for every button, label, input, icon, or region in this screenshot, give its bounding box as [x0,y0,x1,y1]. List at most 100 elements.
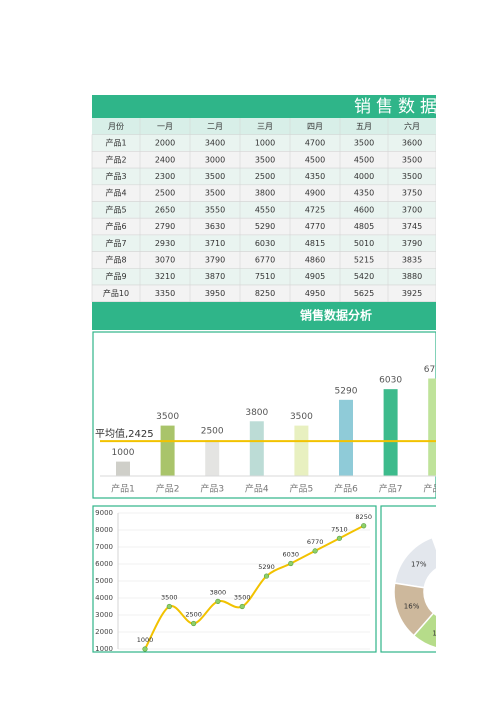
table-cell: 4350 [354,189,374,198]
table-cell: 5625 [354,289,374,298]
section-title: 销售数据分析 [300,308,372,323]
line-point [239,603,245,610]
table-cell: 产品2 [105,154,126,164]
line-chart-frame [92,505,377,653]
table-header-cell: 四月 [307,122,323,131]
table-cell: 4000 [354,172,374,181]
table-header-cell: 三月 [257,122,273,131]
y-tick-label: 1000 [95,645,113,653]
table-cell: 产品8 [105,254,126,264]
bar-value-label: 3500 [156,412,179,422]
table-cell: 产品10 [103,288,129,298]
table-cell: 3500 [354,139,374,148]
bar-value-label: 6030 [379,376,402,386]
y-tick-label: 4000 [95,594,113,602]
table-cell: 4500 [354,155,374,164]
bar-value-label: 3500 [290,412,313,422]
pie-label: 17% [411,561,427,569]
point-label: 3500 [234,594,251,602]
table-cell: 2400 [155,155,175,164]
table-cell: 3710 [205,239,225,248]
point-label: 6030 [283,550,300,558]
table-cell: 3630 [205,222,225,231]
table-cell: 3835 [402,255,422,264]
line-point [166,603,172,610]
table-cell: 6030 [255,239,275,248]
table-cell: 4700 [305,139,325,148]
table-cell: 3800 [255,189,275,198]
line-point [336,535,343,541]
x-tick-label: 产品5 [290,483,314,495]
y-tick-label: 6000 [95,560,113,568]
table-cell: 5010 [354,239,374,248]
bar-value-label: 2500 [201,427,224,437]
line-series [144,524,365,650]
x-tick-label: 产品3 [200,483,224,495]
table-cell: 3500 [402,172,422,181]
table-cell: 3400 [205,139,225,148]
table-cell: 4905 [305,272,325,281]
bar [383,389,398,476]
line-point [191,620,197,627]
table-header-cell: 五月 [356,122,372,131]
point-label: 2500 [185,611,202,619]
table-cell: 产品4 [105,188,126,198]
table-cell: 产品3 [105,171,126,181]
table-header-cell: 月份 [108,121,124,131]
bar-value-label: 6770 [424,365,447,375]
bar-chart-frame [92,331,436,499]
table-cell: 产品7 [105,238,126,248]
bar-value-label: 1000 [112,448,135,458]
line-point [142,646,148,652]
x-tick-label: 产品1 [111,483,135,495]
page-title: 销售数据 [354,97,442,117]
point-label: 8250 [355,513,372,521]
table-cell: 3750 [402,189,422,198]
table-cell: 4550 [255,205,275,214]
y-tick-label: 3000 [95,611,113,619]
point-label: 5290 [258,563,275,571]
table-cell: 3000 [205,155,225,164]
y-tick-label: 5000 [95,577,113,585]
x-tick-label: 产品8 [423,483,447,495]
section-bar [92,302,436,330]
table-cell: 4770 [305,222,325,231]
table-cell: 4725 [305,205,325,214]
y-tick-label: 7000 [95,543,113,551]
table-cell: 7510 [255,272,275,281]
bar [428,378,436,476]
table-header-bg [92,118,436,135]
point-label: 3500 [161,594,178,602]
table-cell: 5290 [255,222,275,231]
bar-value-label: 5290 [335,386,358,396]
bar [339,399,353,476]
average-label: 平均值,2425 [95,427,154,440]
table-cell: 4500 [305,155,325,164]
bar [249,421,264,476]
line-point [263,573,270,579]
table-cell: 3745 [402,222,422,231]
table-cell: 3925 [402,289,422,298]
x-tick-label: 产品6 [334,483,358,495]
table-cell: 8250 [255,289,275,298]
table-cell: 产品5 [105,204,126,214]
table-cell: 2500 [155,189,175,198]
table-cell: 4815 [305,239,325,248]
table-cell: 4805 [354,222,374,231]
table-cell: 2500 [255,172,275,181]
table-cell: 4900 [305,189,325,198]
title-bar [92,95,436,118]
x-tick-label: 产品4 [245,483,269,495]
line-point [215,598,221,605]
table-cell: 3500 [402,155,422,164]
table-header-cell: 二月 [207,122,223,131]
table-cell: 3500 [205,172,225,181]
point-label: 6770 [307,538,324,546]
line-point [288,560,294,567]
table-cell: 3790 [402,239,422,248]
table-cell: 4860 [305,255,325,264]
table-cell: 产品1 [105,138,126,148]
table-cell: 2000 [155,139,175,148]
